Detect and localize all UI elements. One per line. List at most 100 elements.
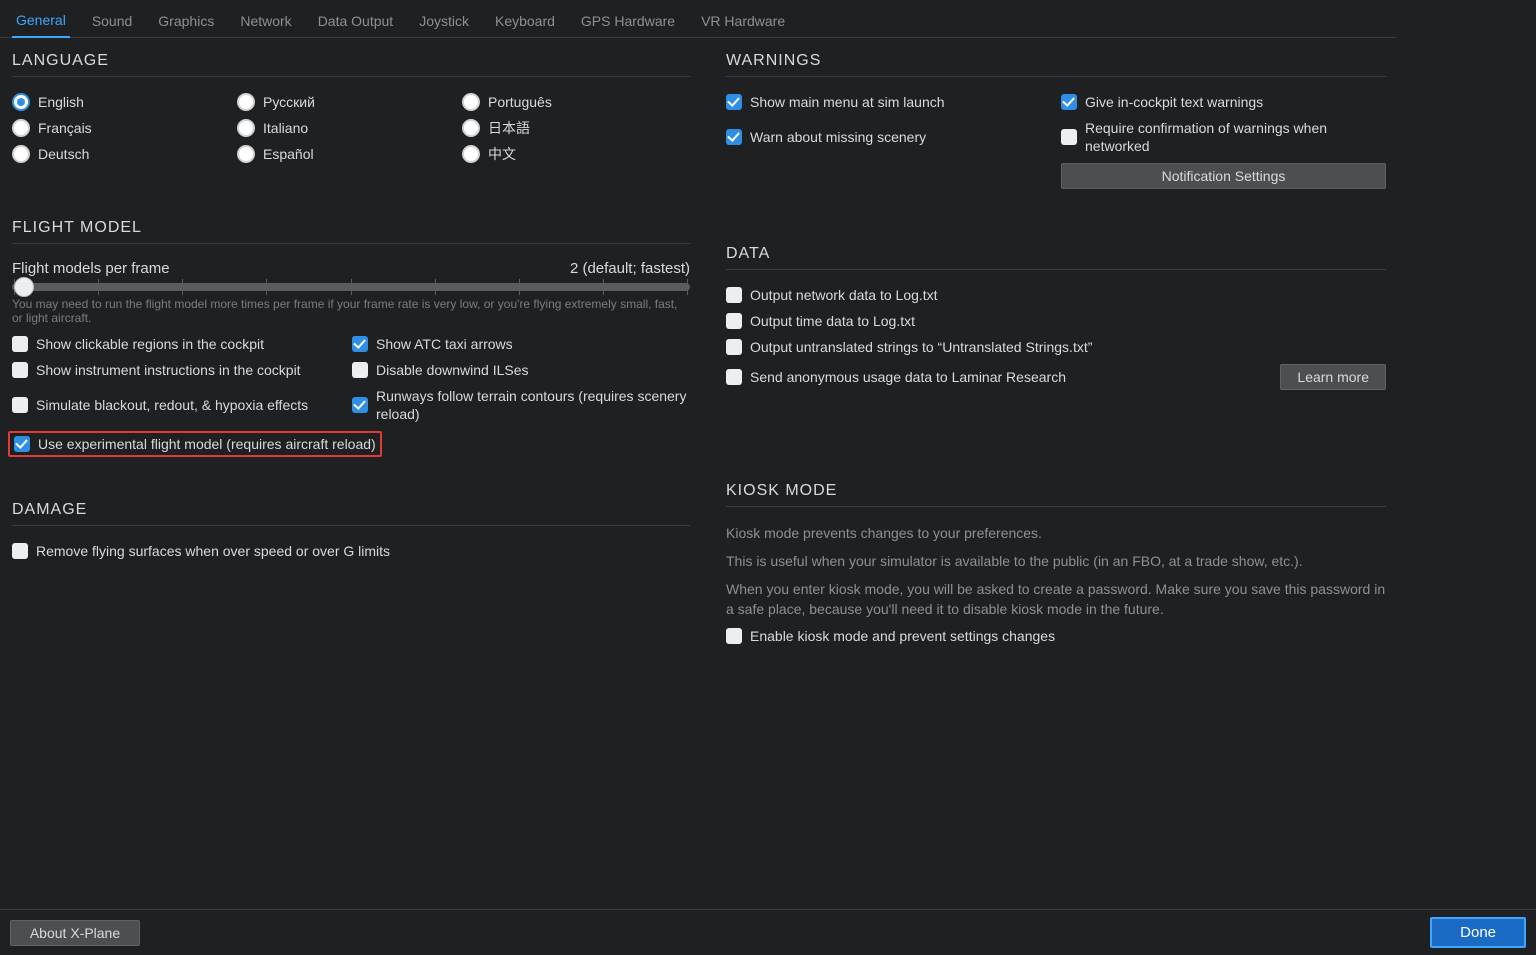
radio-lang-francais[interactable]: Français bbox=[12, 119, 237, 137]
tab-sound[interactable]: Sound bbox=[88, 13, 136, 37]
check-experimental-flight-model[interactable]: Use experimental flight model (requires … bbox=[14, 435, 376, 453]
radio-label: Español bbox=[263, 145, 314, 163]
tab-keyboard[interactable]: Keyboard bbox=[491, 13, 559, 37]
check-remove-flying-surfaces[interactable]: Remove flying surfaces when over speed o… bbox=[12, 542, 690, 560]
checkbox-label: Show ATC taxi arrows bbox=[376, 335, 513, 353]
radio-lang-russian[interactable]: Русский bbox=[237, 93, 462, 111]
checkbox-icon bbox=[726, 94, 742, 110]
check-simulate-blackout[interactable]: Simulate blackout, redout, & hypoxia eff… bbox=[12, 387, 352, 423]
radio-label: Deutsch bbox=[38, 145, 89, 163]
bottom-bar: About X-Plane Done bbox=[0, 909, 1536, 955]
check-clickable-regions[interactable]: Show clickable regions in the cockpit bbox=[12, 335, 352, 353]
section-title-kiosk: KIOSK MODE bbox=[726, 482, 1386, 507]
tab-graphics[interactable]: Graphics bbox=[154, 13, 218, 37]
checkbox-icon bbox=[726, 628, 742, 644]
checkbox-icon bbox=[12, 362, 28, 378]
checkbox-icon bbox=[352, 397, 368, 413]
slider-ticks bbox=[12, 283, 690, 291]
tab-general[interactable]: General bbox=[12, 12, 70, 38]
checkbox-label: Show clickable regions in the cockpit bbox=[36, 335, 264, 353]
check-runways-terrain[interactable]: Runways follow terrain contours (require… bbox=[352, 387, 690, 423]
checkbox-icon bbox=[14, 436, 30, 452]
radio-lang-italiano[interactable]: Italiano bbox=[237, 119, 462, 137]
checkbox-label: Use experimental flight model (requires … bbox=[38, 435, 376, 453]
tab-network[interactable]: Network bbox=[236, 13, 295, 37]
radio-lang-chinese[interactable]: 中文 bbox=[462, 145, 687, 163]
checkbox-icon bbox=[352, 336, 368, 352]
radio-label: Русский bbox=[263, 93, 315, 111]
checkbox-label: Send anonymous usage data to Laminar Res… bbox=[750, 368, 1066, 386]
radio-icon bbox=[462, 119, 480, 137]
radio-label: English bbox=[38, 93, 84, 111]
tab-gps-hardware[interactable]: GPS Hardware bbox=[577, 13, 679, 37]
section-damage: DAMAGE Remove flying surfaces when over … bbox=[12, 501, 690, 560]
check-output-network-log[interactable]: Output network data to Log.txt bbox=[726, 286, 1386, 304]
check-missing-scenery[interactable]: Warn about missing scenery bbox=[726, 119, 1051, 155]
notification-settings-button[interactable]: Notification Settings bbox=[1061, 163, 1386, 189]
check-instrument-instructions[interactable]: Show instrument instructions in the cock… bbox=[12, 361, 352, 379]
checkbox-label: Show main menu at sim launch bbox=[750, 93, 945, 111]
checkbox-label: Output time data to Log.txt bbox=[750, 312, 915, 330]
about-xplane-button[interactable]: About X-Plane bbox=[10, 920, 140, 946]
checkbox-icon bbox=[726, 369, 742, 385]
tab-joystick[interactable]: Joystick bbox=[415, 13, 473, 37]
radio-icon bbox=[12, 145, 30, 163]
radio-lang-espanol[interactable]: Español bbox=[237, 145, 462, 163]
check-main-menu-launch[interactable]: Show main menu at sim launch bbox=[726, 93, 1051, 111]
radio-label: Français bbox=[38, 119, 92, 137]
checkbox-icon bbox=[726, 129, 742, 145]
section-title-damage: DAMAGE bbox=[12, 501, 690, 526]
radio-lang-english[interactable]: English bbox=[12, 93, 237, 111]
slider-value: 2 (default; fastest) bbox=[570, 260, 690, 277]
checkbox-icon bbox=[12, 397, 28, 413]
radio-lang-deutsch[interactable]: Deutsch bbox=[12, 145, 237, 163]
flight-model-hint: You may need to run the flight model mor… bbox=[12, 297, 690, 325]
checkbox-label: Remove flying surfaces when over speed o… bbox=[36, 542, 390, 560]
section-language: LANGUAGE English Русский Português Franç… bbox=[12, 52, 690, 163]
checkbox-label: Simulate blackout, redout, & hypoxia eff… bbox=[36, 396, 308, 414]
checkbox-label: Enable kiosk mode and prevent settings c… bbox=[750, 627, 1055, 645]
section-kiosk-mode: KIOSK MODE Kiosk mode prevents changes t… bbox=[726, 482, 1386, 645]
checkbox-icon bbox=[726, 313, 742, 329]
checkbox-label: Show instrument instructions in the cock… bbox=[36, 361, 301, 379]
tab-vr-hardware[interactable]: VR Hardware bbox=[697, 13, 789, 37]
check-require-confirmation-networked[interactable]: Require confirmation of warnings when ne… bbox=[1061, 119, 1386, 155]
check-output-time-log[interactable]: Output time data to Log.txt bbox=[726, 312, 1386, 330]
check-cockpit-text-warnings[interactable]: Give in-cockpit text warnings bbox=[1061, 93, 1386, 111]
radio-icon bbox=[237, 145, 255, 163]
radio-icon bbox=[462, 145, 480, 163]
checkbox-icon bbox=[726, 339, 742, 355]
check-send-anon-usage[interactable]: Send anonymous usage data to Laminar Res… bbox=[726, 368, 1066, 386]
radio-icon bbox=[12, 119, 30, 137]
checkbox-icon bbox=[726, 287, 742, 303]
section-flight-model: FLIGHT MODEL Flight models per frame 2 (… bbox=[12, 219, 690, 457]
tab-data-output[interactable]: Data Output bbox=[314, 13, 398, 37]
radio-lang-japanese[interactable]: 日本語 bbox=[462, 119, 687, 137]
checkbox-icon bbox=[1061, 129, 1077, 145]
checkbox-icon bbox=[352, 362, 368, 378]
checkbox-label: Runways follow terrain contours (require… bbox=[376, 387, 690, 423]
checkbox-label: Output untranslated strings to “Untransl… bbox=[750, 338, 1092, 356]
radio-label: 日本語 bbox=[488, 119, 530, 137]
check-output-untranslated-strings[interactable]: Output untranslated strings to “Untransl… bbox=[726, 338, 1386, 356]
checkbox-label: Require confirmation of warnings when ne… bbox=[1085, 119, 1386, 155]
radio-label: Português bbox=[488, 93, 552, 111]
radio-lang-portugues[interactable]: Português bbox=[462, 93, 687, 111]
check-disable-downwind-ils[interactable]: Disable downwind ILSes bbox=[352, 361, 690, 379]
checkbox-label: Disable downwind ILSes bbox=[376, 361, 529, 379]
checkbox-icon bbox=[12, 543, 28, 559]
done-button[interactable]: Done bbox=[1430, 917, 1526, 948]
check-atc-arrows[interactable]: Show ATC taxi arrows bbox=[352, 335, 690, 353]
flight-models-slider[interactable] bbox=[12, 283, 690, 291]
radio-icon bbox=[237, 93, 255, 111]
check-enable-kiosk-mode[interactable]: Enable kiosk mode and prevent settings c… bbox=[726, 627, 1386, 645]
slider-thumb[interactable] bbox=[14, 277, 34, 297]
checkbox-icon bbox=[12, 336, 28, 352]
learn-more-button[interactable]: Learn more bbox=[1280, 364, 1386, 390]
highlight-experimental-flight-model: Use experimental flight model (requires … bbox=[8, 431, 382, 457]
section-warnings: WARNINGS Show main menu at sim launch Gi… bbox=[726, 52, 1386, 189]
kiosk-text-2: This is useful when your simulator is av… bbox=[726, 551, 1386, 571]
section-title-warnings: WARNINGS bbox=[726, 52, 1386, 77]
checkbox-label: Warn about missing scenery bbox=[750, 128, 926, 146]
slider-label: Flight models per frame bbox=[12, 260, 170, 277]
